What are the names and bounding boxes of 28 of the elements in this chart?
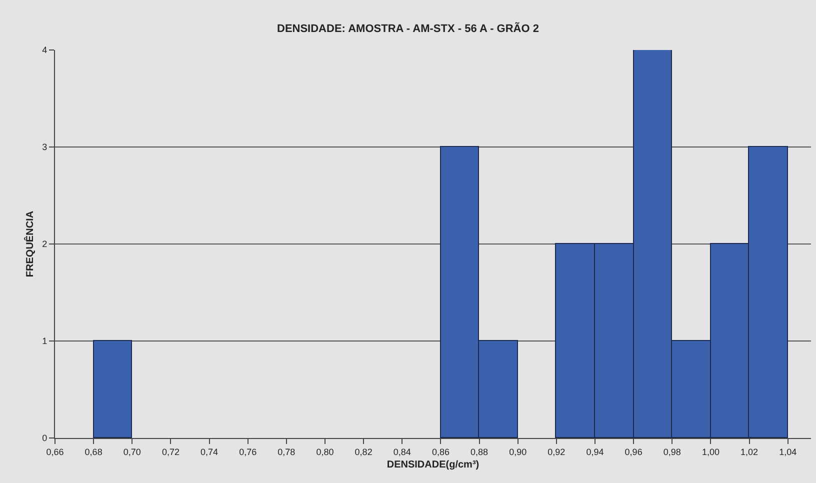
x-tick-label: 0,66: [46, 446, 64, 457]
x-tick-label: 0,74: [200, 446, 218, 457]
x-tick-label: 0,92: [548, 446, 566, 457]
x-tick-label: 0,86: [432, 446, 450, 457]
x-tick-label: 0,88: [470, 446, 488, 457]
x-tick-label: 0,72: [162, 446, 180, 457]
y-tick-label: 4: [42, 45, 48, 56]
x-tick-label: 0,76: [239, 446, 257, 457]
y-tick-label: 1: [42, 336, 48, 346]
y-tick-label: 0: [42, 433, 48, 444]
y-axis-title: FREQUÊNCIA: [24, 210, 36, 278]
x-tick-label: 0,94: [586, 446, 604, 457]
chart-title: DENSIDADE: AMOSTRA - AM-STX - 56 A - GRÃO 2: [277, 22, 539, 35]
y-tick-label: 2: [42, 239, 48, 250]
x-tick-label: 0,90: [509, 446, 527, 457]
x-tick-label: 0,98: [663, 446, 681, 457]
x-tick-label: 0,82: [354, 446, 372, 457]
y-tick-label: 3: [42, 142, 48, 152]
x-tick-label: 1,04: [779, 446, 797, 457]
x-tick-label: 0,80: [316, 446, 334, 457]
x-tick-label: 0,78: [278, 446, 296, 457]
x-tick-label: 1,02: [740, 446, 758, 457]
x-tick-label: 0,70: [123, 446, 141, 457]
x-tick-label: 0,68: [84, 446, 102, 457]
x-axis-title: DENSIDADE(g/cm³): [386, 459, 480, 470]
x-tick-label: 1,00: [702, 446, 720, 457]
x-tick-label: 0,96: [624, 446, 642, 457]
x-tick-label: 0,84: [393, 446, 411, 457]
